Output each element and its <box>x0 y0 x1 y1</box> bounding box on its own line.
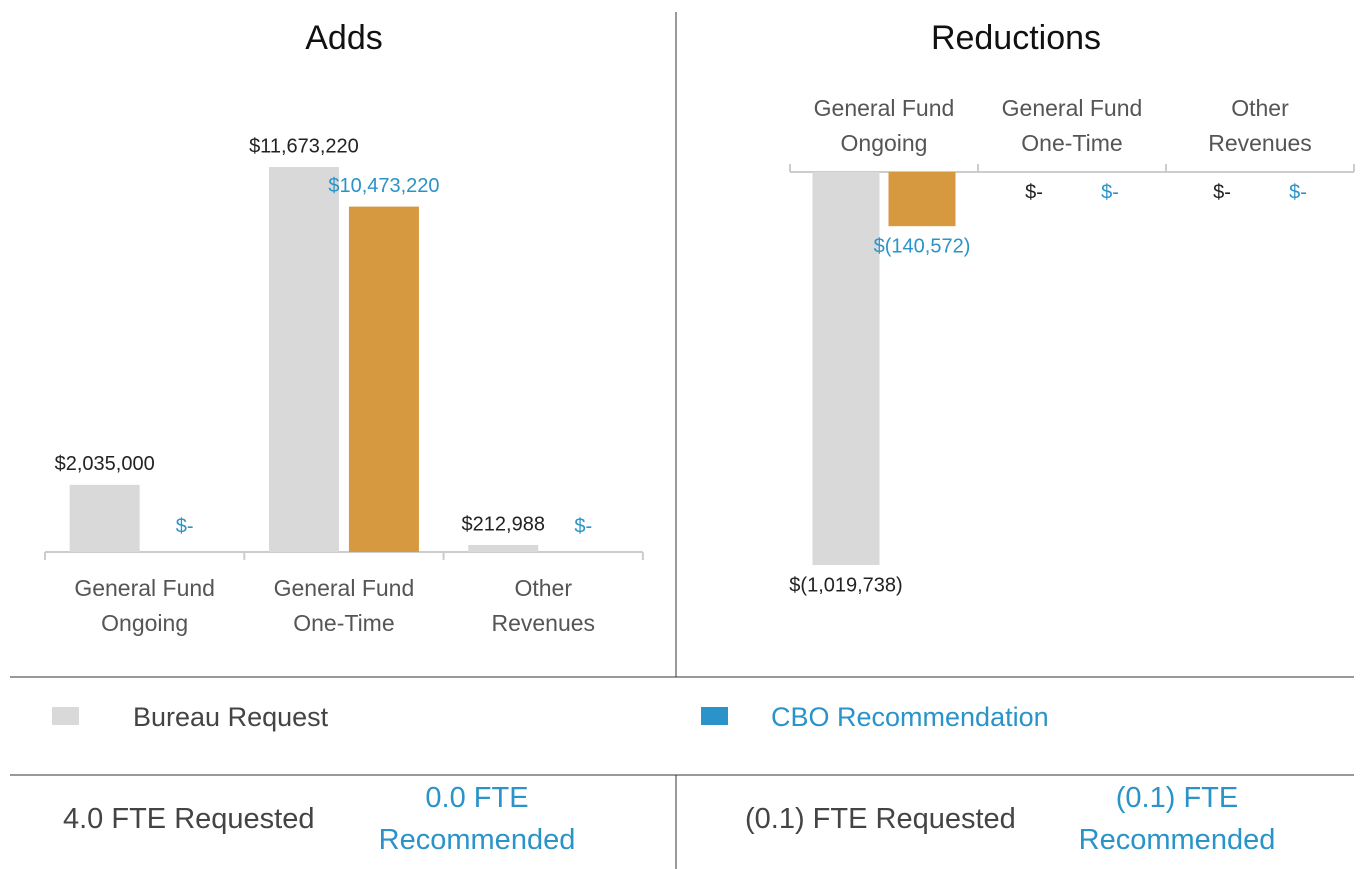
bar <box>888 172 956 227</box>
data-label: $(1,019,738) <box>789 574 902 596</box>
legend-swatch <box>52 707 79 725</box>
data-label: $- <box>574 515 592 537</box>
fte-recommended: 0.0 FTE Recommended <box>378 782 576 856</box>
data-label: $- <box>1101 181 1119 203</box>
data-label: $10,473,220 <box>328 175 439 197</box>
chart-title: Reductions <box>931 19 1101 57</box>
bar <box>468 544 539 552</box>
data-label: $2,035,000 <box>55 453 155 475</box>
data-label: $11,673,220 <box>249 135 359 157</box>
data-label: $(140,572) <box>874 235 971 257</box>
fte-requested: 4.0 FTE Requested <box>63 803 315 835</box>
x-tick-label: Other Revenues <box>1208 95 1312 156</box>
legend-swatch <box>701 707 728 725</box>
x-tick-label: Other Revenues <box>491 575 596 636</box>
data-label: $212,988 <box>462 513 545 535</box>
x-tick-label: General Fund Ongoing <box>74 575 215 636</box>
data-label: $- <box>1025 181 1043 203</box>
bar <box>69 484 140 552</box>
bar <box>812 172 880 565</box>
data-label: $- <box>1289 181 1307 203</box>
chart-title: Adds <box>305 19 383 57</box>
x-tick-label: General Fund One-Time <box>273 575 415 636</box>
fte-recommended: (0.1) FTE Recommended <box>1078 782 1276 856</box>
x-tick-label: General Fund One-Time <box>1001 95 1143 156</box>
data-label: $- <box>176 515 194 537</box>
data-label: $- <box>1213 181 1231 203</box>
legend-label: Bureau Request <box>133 702 329 732</box>
legend-label: CBO Recommendation <box>771 702 1049 732</box>
bar <box>268 167 339 552</box>
x-tick-label: General Fund Ongoing <box>813 95 955 156</box>
bar <box>348 206 419 553</box>
fte-requested: (0.1) FTE Requested <box>745 803 1016 835</box>
